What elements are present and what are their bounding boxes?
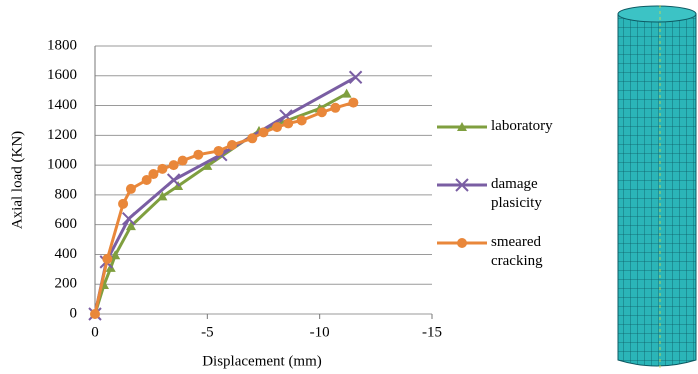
data-point [214,146,224,156]
series-line [95,94,347,314]
data-point [178,156,188,166]
y-tick-label: 800 [55,186,78,202]
data-point [227,140,237,150]
legend-marker [457,238,467,248]
data-point [157,164,167,174]
data-point [90,309,100,319]
data-point [123,213,135,225]
y-tick-label: 1600 [47,67,77,83]
legend-label: smeared cracking [491,233,571,271]
y-tick-label: 0 [70,305,78,321]
chart: Displacement (mm) Axial load (KN) 0 200 40… [0,0,698,374]
data-point [102,254,112,264]
legend-label: laboratory [491,117,571,136]
data-point [272,122,282,132]
y-tick-label: 400 [55,246,78,262]
data-point [169,160,179,170]
data-point [259,127,269,137]
data-point [148,169,158,179]
data-point [193,150,203,160]
data-point [168,174,180,186]
y-axis-label: Axial load (KN) [9,131,25,229]
x-tick-label: 0 [91,324,99,340]
data-point [283,118,293,128]
x-axis-label: Displacement (mm) [202,353,322,369]
data-point [317,107,327,117]
y-tick-label: 600 [55,216,78,232]
y-tick-label: 1200 [47,127,77,143]
x-tick-label: -10 [310,324,330,340]
x-tick-label: -5 [201,324,214,340]
series-line [95,77,356,314]
y-tick-label: 200 [55,276,78,292]
data-point [118,199,128,209]
legend-label: damage plasicity [491,175,571,213]
cylinder-model [618,5,696,368]
series-line [95,103,353,314]
data-point [342,89,352,98]
x-tick-label: -15 [422,324,442,340]
y-tick-label: 1400 [47,97,77,113]
data-point [350,71,362,83]
data-point [126,184,136,194]
data-point [247,133,257,143]
y-tick-label: 1000 [47,157,77,173]
data-point [330,103,340,113]
page: Displacement (mm) Axial load (KN) 0 200 40… [0,0,698,374]
data-point [297,115,307,125]
y-tick-label: 1800 [47,37,77,53]
data-point [348,98,358,108]
